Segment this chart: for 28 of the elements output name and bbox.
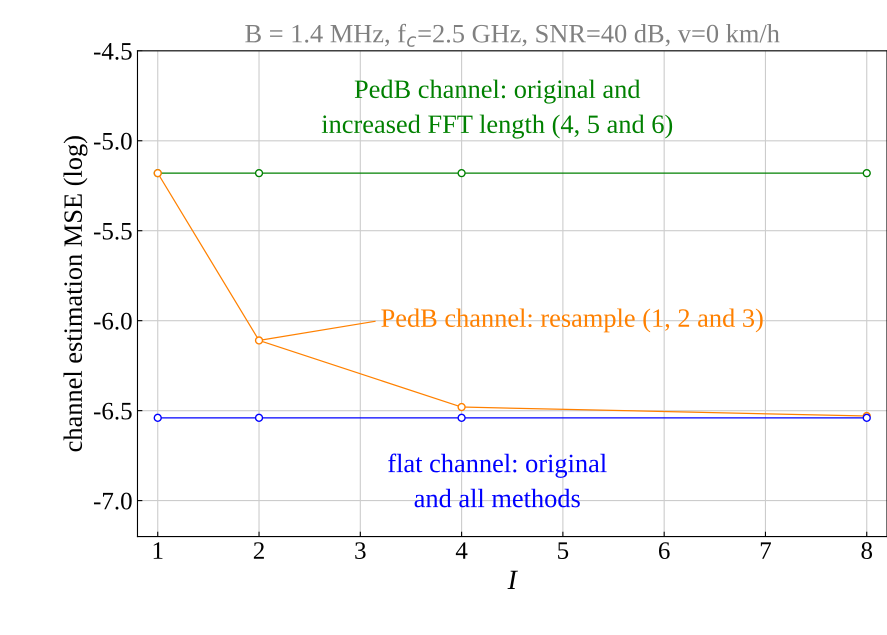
x-tick-label: 8: [861, 542, 872, 560]
y-tick-label: -6.0: [94, 312, 132, 330]
y-tick-label: -4.5: [94, 43, 132, 60]
y-tick-label: -7.0: [94, 492, 132, 510]
y-tick-label: -5.5: [94, 223, 132, 240]
series-label: flat channel: original and all methods: [388, 454, 607, 508]
chart-title: B = 1.4 MHz, f$_{c}$=2.5 GHz, SNR=40 dB, v=0 km/h: [245, 24, 780, 47]
point: [254, 414, 264, 422]
point: [254, 168, 264, 178]
x-axis-title: I: [508, 570, 518, 589]
y-tick-label: -5.0: [94, 132, 132, 150]
x-tick-label: 7: [760, 542, 771, 559]
point: [862, 168, 871, 178]
x-tick-label: 3: [355, 542, 366, 560]
series-label: PedB channel: original and increased FFT length (4, 5 and 6): [322, 80, 672, 139]
y-axis-title: channel estimation MSE (log): [63, 136, 88, 452]
x-tick-label: 1: [154, 542, 162, 559]
point: [457, 414, 466, 422]
x-tick-label: 4: [456, 542, 468, 559]
x-tick-label: 2: [254, 542, 264, 559]
x-tick-label: 6: [658, 542, 670, 560]
x-tick-label: 5: [558, 542, 568, 560]
y-tick-label: -6.5: [94, 402, 132, 420]
point: [154, 414, 162, 422]
point: [457, 168, 466, 178]
point: [254, 336, 264, 345]
point: [457, 402, 466, 412]
legend-label: PedB channel: resample (1, 2 and 3): [381, 308, 763, 332]
